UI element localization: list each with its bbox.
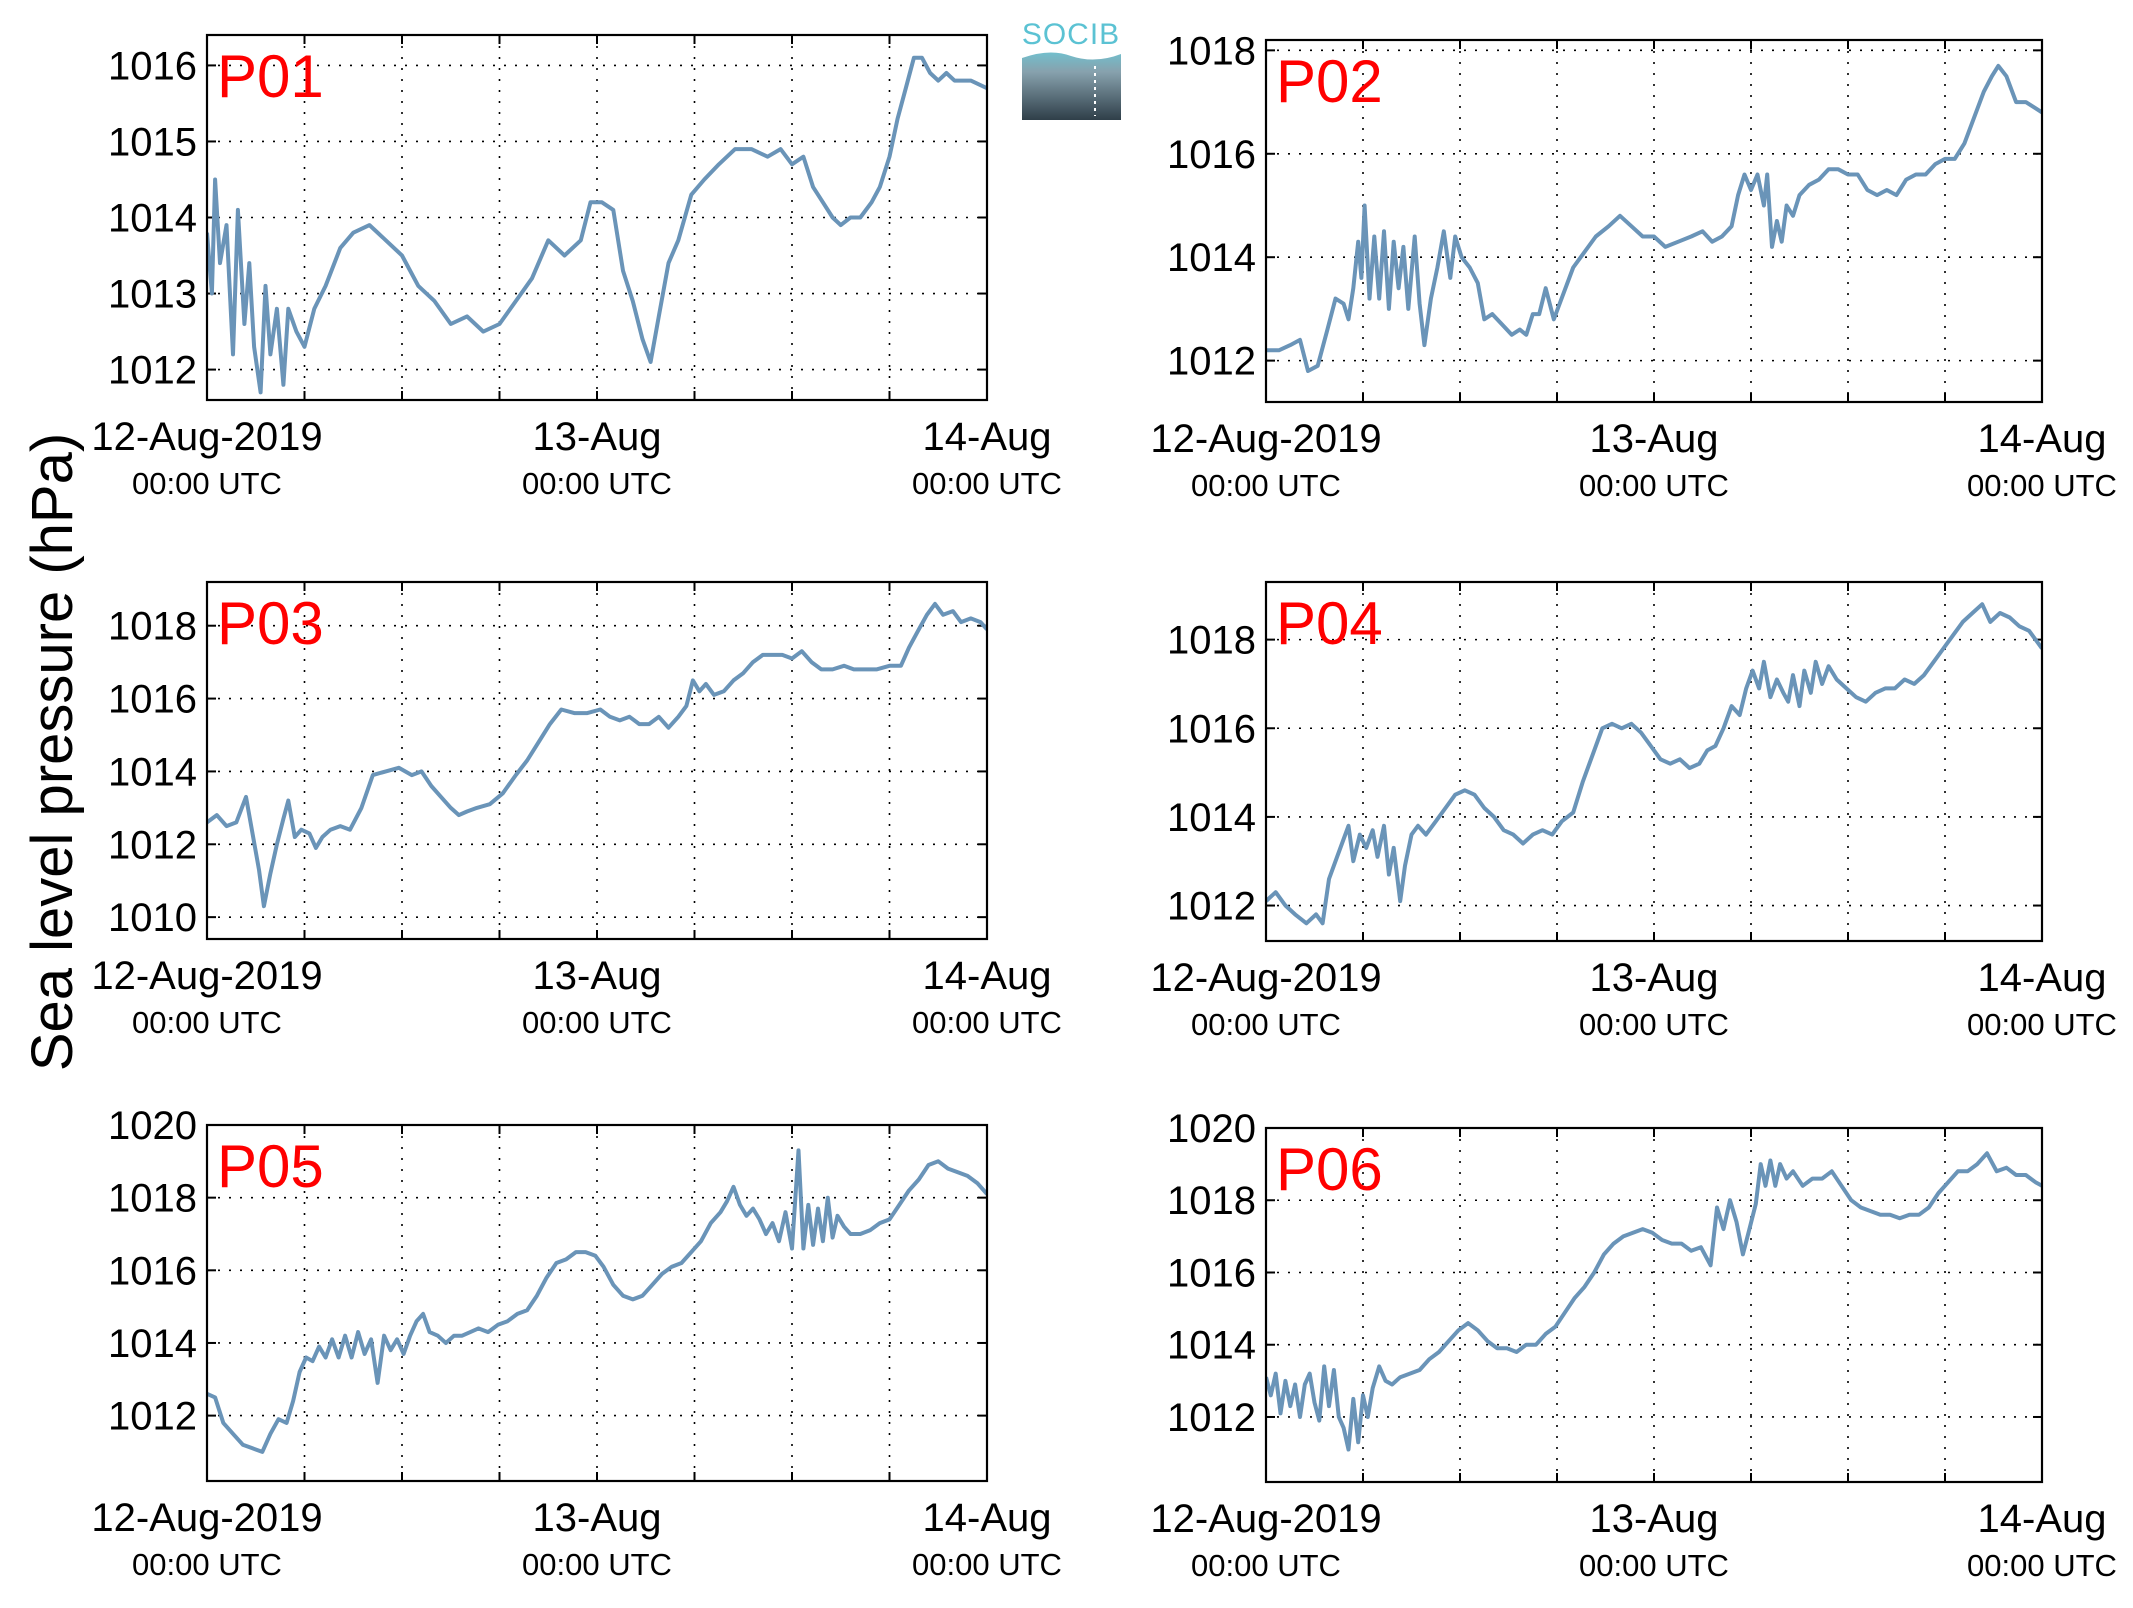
x-tick-sublabel: 00:00 UTC <box>522 1005 672 1040</box>
x-tick-label: 12-Aug-2019 <box>1150 417 1381 461</box>
x-tick-label: 14-Aug <box>923 415 1052 459</box>
panel-label: P06 <box>1276 1136 1383 1203</box>
y-tick-label: 1014 <box>1167 796 1256 840</box>
axes-frame <box>1264 38 2044 404</box>
y-tick-label: 1016 <box>1167 1251 1256 1295</box>
panel-label: P01 <box>217 43 324 110</box>
panel-p02: 1012 1014 1016 1018 12-Aug-2019 00:00 UTC 13-A… <box>1150 29 2117 503</box>
panel-p06: 1012 1014 1016 1018 1020 12-Aug-2019 00:00 UTC… <box>1150 1107 2117 1583</box>
x-tick-label: 14-Aug <box>923 1496 1052 1540</box>
series-line <box>1266 1151 2042 1452</box>
y-tick-label: 1016 <box>108 44 197 88</box>
y-tick-label: 1012 <box>108 349 197 393</box>
x-tick-sublabel: 00:00 UTC <box>522 1547 672 1582</box>
y-tick-label: 1014 <box>108 197 197 241</box>
y-tick-label: 1016 <box>1167 133 1256 177</box>
x-tick-sublabel: 00:00 UTC <box>912 1005 1062 1040</box>
axes-frame <box>1264 580 2044 943</box>
socib-logo: SOCIB <box>1022 18 1121 120</box>
x-tick-sublabel: 00:00 UTC <box>1967 468 2117 503</box>
x-tick-label: 13-Aug <box>1590 1497 1719 1541</box>
x-tick-sublabel: 00:00 UTC <box>1967 1007 2117 1042</box>
panel-p03: 1010 1012 1014 1016 1018 12-Aug-2019 00:00 UTC… <box>91 580 1062 1040</box>
y-tick-label: 1016 <box>1167 707 1256 751</box>
y-tick-label: 1012 <box>1167 340 1256 384</box>
y-tick-label: 1018 <box>1167 619 1256 663</box>
y-tick-label: 1013 <box>108 273 197 317</box>
x-tick-label: 12-Aug-2019 <box>1150 956 1381 1000</box>
x-tick-label: 14-Aug <box>1978 956 2107 1000</box>
x-tick-label: 14-Aug <box>923 954 1052 998</box>
x-tick-label: 13-Aug <box>533 415 662 459</box>
y-tick-label: 1012 <box>108 1395 197 1439</box>
x-tick-sublabel: 00:00 UTC <box>1191 1007 1341 1042</box>
plot-area <box>1266 582 2042 941</box>
x-tick-label: 13-Aug <box>1590 417 1719 461</box>
x-tick-label: 13-Aug <box>533 1496 662 1540</box>
y-tick-label: 1014 <box>108 750 197 794</box>
y-tick-label: 1012 <box>108 823 197 867</box>
y-tick-label: 1012 <box>1167 885 1256 929</box>
y-tick-label: 1020 <box>108 1104 197 1148</box>
x-tick-sublabel: 00:00 UTC <box>912 466 1062 501</box>
y-tick-label: 1018 <box>1167 29 1256 73</box>
x-tick-label: 12-Aug-2019 <box>1150 1497 1381 1541</box>
y-tick-label: 1018 <box>108 1177 197 1221</box>
axes-frame <box>205 580 989 941</box>
x-tick-sublabel: 00:00 UTC <box>132 466 282 501</box>
panel-p04: 1012 1014 1016 1018 12-Aug-2019 00:00 UTC 13-A… <box>1150 580 2117 1042</box>
x-tick-label: 12-Aug-2019 <box>91 954 322 998</box>
panel-p01: 1012 1013 1014 1015 1016 12-Aug-2019 00:00 UTC… <box>91 33 1062 501</box>
y-tick-label: 1018 <box>1167 1179 1256 1223</box>
series-line <box>1266 63 2042 373</box>
x-tick-sublabel: 00:00 UTC <box>1579 1548 1729 1583</box>
x-tick-label: 14-Aug <box>1978 417 2107 461</box>
series-line <box>207 601 987 909</box>
y-tick-label: 1012 <box>1167 1396 1256 1440</box>
x-tick-label: 14-Aug <box>1978 1497 2107 1541</box>
y-tick-label: 1018 <box>108 605 197 649</box>
series-line <box>1266 602 2042 926</box>
x-tick-label: 13-Aug <box>1590 956 1719 1000</box>
y-tick-label: 1015 <box>108 120 197 164</box>
x-tick-sublabel: 00:00 UTC <box>132 1547 282 1582</box>
panel-label: P03 <box>217 590 324 657</box>
x-tick-sublabel: 00:00 UTC <box>1967 1548 2117 1583</box>
series-line <box>207 1148 987 1454</box>
plot-area <box>1266 40 2042 402</box>
x-tick-sublabel: 00:00 UTC <box>1579 1007 1729 1042</box>
panel-p05: 1012 1014 1016 1018 1020 12-Aug-2019 00:00 UTC… <box>91 1104 1062 1582</box>
x-tick-sublabel: 00:00 UTC <box>132 1005 282 1040</box>
axes-frame <box>1264 1126 2044 1484</box>
y-tick-label: 1020 <box>1167 1107 1256 1151</box>
plot-area <box>207 35 987 400</box>
panel-label: P04 <box>1276 590 1383 657</box>
y-tick-label: 1014 <box>1167 1324 1256 1368</box>
y-tick-label: 1016 <box>108 1249 197 1293</box>
y-tick-label: 1014 <box>108 1322 197 1366</box>
x-tick-label: 13-Aug <box>533 954 662 998</box>
plot-area <box>207 582 987 939</box>
series-line <box>207 55 987 395</box>
logo-text: SOCIB <box>1022 18 1120 51</box>
x-tick-sublabel: 00:00 UTC <box>912 1547 1062 1582</box>
x-tick-label: 12-Aug-2019 <box>91 415 322 459</box>
x-tick-sublabel: 00:00 UTC <box>1579 468 1729 503</box>
x-tick-sublabel: 00:00 UTC <box>522 466 672 501</box>
panel-label: P05 <box>217 1133 324 1200</box>
y-tick-label: 1010 <box>108 896 197 940</box>
logo-wave <box>1022 46 1121 60</box>
axes-frame <box>205 33 989 402</box>
axes-frame <box>205 1123 989 1483</box>
y-tick-label: 1016 <box>108 678 197 722</box>
panel-label: P02 <box>1276 48 1383 115</box>
x-tick-sublabel: 00:00 UTC <box>1191 468 1341 503</box>
y-axis-label: Sea level pressure (hPa) <box>20 433 85 1071</box>
x-tick-label: 12-Aug-2019 <box>91 1496 322 1540</box>
x-tick-sublabel: 00:00 UTC <box>1191 1548 1341 1583</box>
y-tick-label: 1014 <box>1167 236 1256 280</box>
